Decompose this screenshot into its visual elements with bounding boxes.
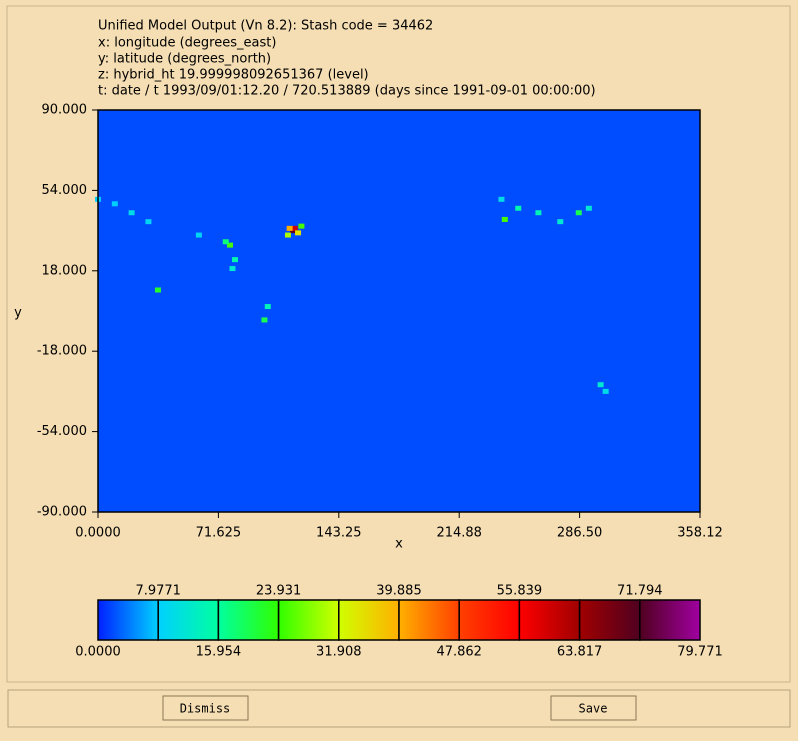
colorbar-box: [578, 599, 641, 641]
colorbar-box: [398, 599, 460, 641]
colorbar-box: [639, 599, 701, 641]
heatmap-cell: [515, 205, 522, 211]
colorbar-box: [157, 599, 220, 641]
colorbar-box: [338, 599, 400, 641]
y-tick-label: 18.000: [42, 263, 88, 278]
heatmap-cell: [501, 216, 508, 222]
heatmap-cell: [575, 210, 582, 216]
colorbar-box: [458, 599, 521, 641]
colorbar-tick-label: 47.862: [436, 645, 482, 660]
colorbar-tick-label: 39.885: [376, 584, 422, 599]
y-tick-label: -18.000: [37, 344, 87, 359]
heatmap-cell: [261, 317, 268, 323]
colorbar-tick-label: 15.954: [196, 645, 242, 660]
heatmap-cell: [585, 205, 592, 211]
save-label[interactable]: Save: [579, 702, 608, 716]
heatmap-cell: [295, 230, 302, 236]
dismiss-button[interactable]: [162, 695, 249, 721]
heatmap-cell: [264, 304, 271, 310]
colorbar-tick-label: 0.0000: [75, 645, 121, 660]
x-tick-label: 214.88: [436, 526, 482, 541]
panel-frame: [6, 5, 791, 683]
heatmap-cell: [195, 232, 202, 238]
header-line: y: latitude (degrees_north): [98, 52, 271, 67]
heatmap-cell: [229, 266, 236, 272]
heatmap-cell: [111, 201, 118, 207]
colorbar-tick-label: 71.794: [617, 584, 663, 599]
y-tick-label: 54.000: [42, 183, 88, 198]
y-axis-label: y: [14, 306, 22, 321]
heatmap-cell: [498, 196, 505, 202]
colorbar-tick-label: 7.9771: [135, 584, 181, 599]
heatmap-background: [98, 110, 700, 512]
heatmap-cell: [155, 287, 162, 293]
heatmap-cell: [222, 239, 229, 245]
colorbar-tick-label: 55.839: [497, 584, 543, 599]
heatmap-cell: [535, 210, 542, 216]
heatmap-cell: [226, 242, 233, 248]
x-tick-label: 71.625: [196, 526, 242, 541]
colorbar-tick-label: 63.817: [557, 645, 603, 660]
colorbar-box: [277, 599, 340, 641]
colorbar-box: [97, 599, 159, 641]
heatmap-cell: [298, 223, 305, 229]
colorbar-box: [217, 599, 280, 641]
dismiss-label[interactable]: Dismiss: [180, 702, 231, 716]
heatmap-cell: [145, 219, 152, 225]
y-tick-label: -90.000: [37, 505, 87, 520]
x-axis-label: x: [395, 537, 403, 552]
heatmap-cell: [602, 388, 609, 394]
save-button[interactable]: [550, 695, 637, 721]
header-line: x: longitude (degrees_east): [98, 36, 276, 51]
colorbar-box: [518, 599, 581, 641]
header-line: Unified Model Output (Vn 8.2): Stash cod…: [98, 19, 433, 34]
heatmap-cell: [597, 382, 604, 388]
header-line: t: date / t 1993/09/01:12.20 / 720.51388…: [98, 84, 596, 99]
x-tick-label: 0.0000: [75, 526, 121, 541]
x-tick-label: 143.25: [316, 526, 362, 541]
colorbar-tick-label: 23.931: [256, 584, 302, 599]
heatmap-cell: [284, 232, 291, 238]
heatmap-cell: [291, 225, 298, 231]
colorbar-tick-label: 79.771: [677, 645, 723, 660]
y-tick-label: -54.000: [37, 424, 87, 439]
header-line: z: hybrid_ht 19.999998092651367 (level): [98, 68, 369, 83]
plot-frame: [97, 109, 701, 513]
x-tick-label: 358.12: [677, 526, 723, 541]
button-bar: [7, 689, 791, 728]
heatmap-cell: [128, 210, 135, 216]
heatmap-cell: [286, 225, 293, 231]
x-tick-label: 286.50: [557, 526, 603, 541]
heatmap-cell: [232, 257, 239, 263]
heatmap-cell: [557, 219, 564, 225]
y-tick-label: 90.000: [42, 103, 88, 118]
colorbar-tick-label: 31.908: [316, 645, 362, 660]
